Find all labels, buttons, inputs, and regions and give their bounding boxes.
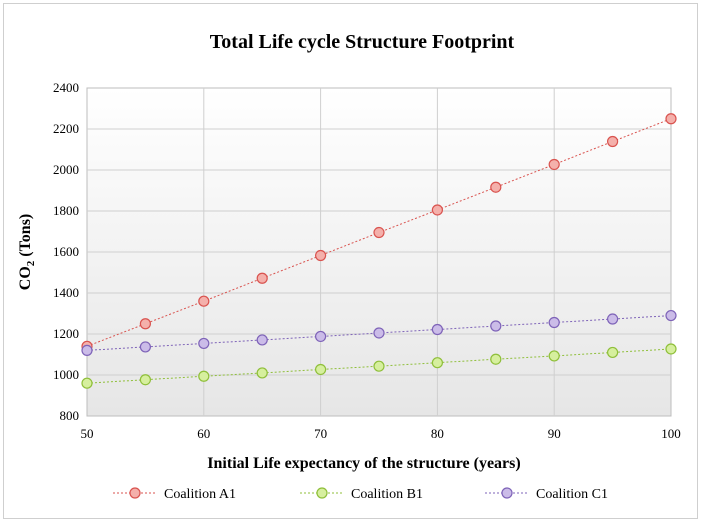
y-tick-label: 2000 (53, 162, 79, 177)
x-tick-label: 70 (314, 426, 327, 441)
data-point (81, 344, 93, 356)
data-point (315, 330, 327, 343)
data-point (139, 341, 151, 353)
data-point (431, 323, 443, 336)
data-point (373, 327, 385, 339)
legend-label: Coalition C1 (536, 487, 608, 502)
data-point (198, 295, 210, 307)
legend-item: Coalition C1 (485, 487, 608, 502)
series-group (81, 113, 677, 389)
y-tick-label: 2400 (53, 80, 79, 95)
series-1 (81, 343, 677, 389)
data-point (256, 334, 268, 346)
series-2 (81, 309, 677, 356)
data-point (606, 135, 619, 148)
legend: Coalition A1 Coalition B1 Coalition C1 (113, 487, 608, 502)
y-tick-label: 1800 (53, 203, 79, 218)
data-point (490, 320, 502, 332)
x-tick-label: 60 (197, 426, 210, 441)
y-axis-label: CO2 (Tons) (17, 214, 37, 290)
data-point (81, 377, 93, 389)
x-tick-label: 50 (81, 426, 94, 441)
legend-marker (501, 487, 513, 499)
data-point (256, 367, 268, 379)
legend-marker (129, 487, 141, 499)
y-tick-label: 1200 (53, 326, 79, 341)
data-point (315, 249, 327, 262)
data-point (665, 343, 677, 355)
data-point (606, 313, 619, 325)
data-point (490, 181, 502, 193)
y-tick-label: 1600 (53, 244, 79, 259)
data-point (606, 346, 619, 359)
data-point (431, 357, 443, 369)
x-tick-label: 80 (431, 426, 444, 441)
data-point (315, 363, 327, 376)
data-point (139, 374, 151, 386)
data-point (665, 309, 677, 322)
data-point (431, 204, 443, 216)
data-point (198, 337, 210, 350)
x-tick-label: 100 (661, 426, 681, 441)
data-point (256, 272, 268, 284)
data-point (373, 360, 385, 372)
y-tick-label: 800 (60, 408, 80, 423)
data-point (548, 158, 560, 171)
x-axis-label: Initial Life expectancy of the structure… (207, 455, 520, 472)
chart-title: Total Life cycle Structure Footprint (210, 31, 515, 53)
y-tick-label: 1000 (53, 367, 79, 382)
y-tick-label: 1400 (53, 285, 79, 300)
x-tick-label: 90 (548, 426, 561, 441)
legend-item: Coalition B1 (300, 487, 423, 502)
data-point (139, 318, 151, 330)
legend-item: Coalition A1 (113, 487, 236, 502)
legend-label: Coalition A1 (164, 487, 236, 502)
data-point (665, 113, 677, 125)
data-point (373, 226, 385, 239)
data-point (548, 316, 560, 329)
y-tick-label: 2200 (53, 121, 79, 136)
x-axis-ticks: 50 60 70 80 90 100 (81, 426, 681, 441)
data-point (198, 370, 210, 382)
legend-label: Coalition B1 (351, 487, 423, 502)
data-point (490, 353, 502, 365)
y-axis-ticks: 800 1000 1200 1400 1600 1800 2000 2200 2400 (53, 80, 79, 423)
data-point (548, 350, 560, 362)
legend-marker (316, 487, 328, 499)
